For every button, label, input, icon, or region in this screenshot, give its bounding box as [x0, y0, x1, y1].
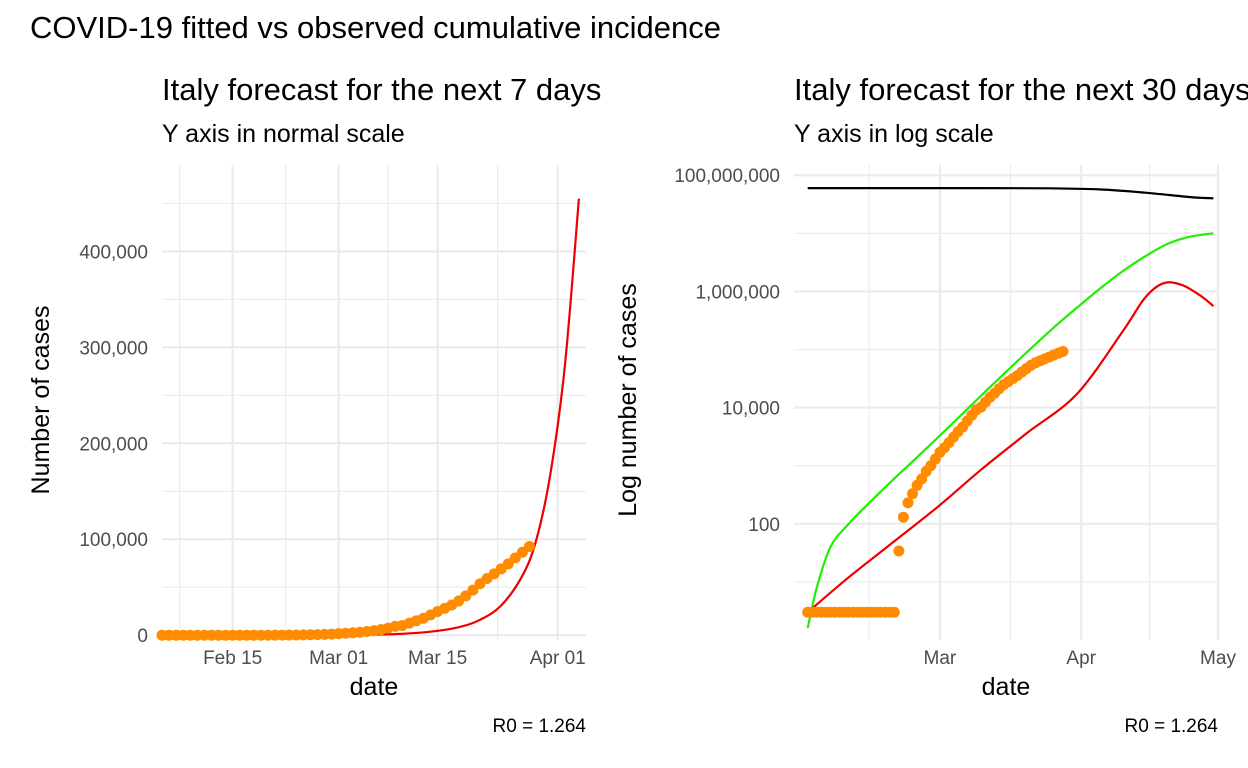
data-point: [893, 545, 905, 557]
y-tick-label: 400,000: [79, 242, 148, 263]
data-point: [1057, 345, 1069, 357]
series-line: [807, 186, 1214, 200]
r0-caption: R0 = 1.264: [493, 716, 587, 737]
data-point: [523, 540, 535, 552]
x-tick-label: Apr 01: [530, 648, 586, 669]
plot-area: [156, 198, 580, 641]
x-tick-label: Apr: [1066, 648, 1096, 669]
x-tick-label: Mar: [924, 648, 957, 669]
data-point: [902, 497, 914, 509]
x-axis-label: date: [982, 673, 1031, 701]
r0-caption: R0 = 1.264: [1125, 716, 1219, 737]
y-tick-label: 100: [748, 515, 780, 536]
y-tick-label: 200,000: [79, 434, 148, 455]
y-tick-label: 0: [137, 626, 148, 647]
figure-title: COVID-19 fitted vs observed cumulative i…: [30, 10, 721, 45]
y-tick-label: 100,000,000: [674, 166, 780, 187]
y-axis-label: Number of cases: [27, 306, 55, 495]
series-line: [806, 281, 1215, 614]
data-point: [888, 606, 900, 618]
y-tick-label: 300,000: [79, 338, 148, 359]
y-tick-label: 1,000,000: [695, 282, 780, 303]
right-panel-title: Italy forecast for the next 30 days: [794, 72, 1248, 107]
x-tick-label: Mar 01: [309, 648, 368, 669]
series-line: [806, 232, 1214, 629]
y-tick-label: 10,000: [722, 399, 780, 420]
x-tick-label: Feb 15: [203, 648, 262, 669]
x-tick-label: May: [1200, 648, 1236, 669]
right-panel-subtitle: Y axis in log scale: [794, 120, 994, 148]
data-point: [467, 584, 479, 596]
y-axis-label: Log number of cases: [614, 283, 642, 516]
plot-area: [802, 186, 1215, 629]
data-point: [907, 488, 919, 500]
left-panel-title: Italy forecast for the next 7 days: [162, 72, 602, 107]
x-tick-label: Mar 15: [408, 648, 467, 669]
data-point: [897, 511, 909, 523]
y-tick-label: 100,000: [79, 530, 148, 551]
x-axis-label: date: [350, 673, 399, 701]
left-panel-subtitle: Y axis in normal scale: [162, 120, 405, 148]
